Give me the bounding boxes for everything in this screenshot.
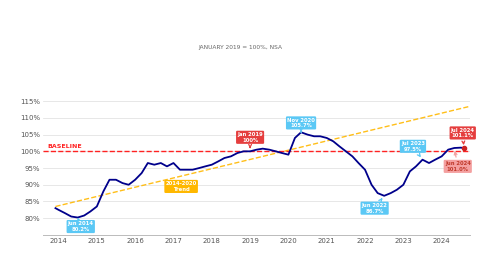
Text: Jun 2024
101.0%: Jun 2024 101.0% xyxy=(445,152,471,172)
Text: Nov 2020
105.7%: Nov 2020 105.7% xyxy=(287,117,315,132)
Text: JANUARY 2019 = 100%, NSA: JANUARY 2019 = 100%, NSA xyxy=(198,45,282,50)
Text: Jul 2023
97.5%: Jul 2023 97.5% xyxy=(401,141,425,156)
Text: BASELINE: BASELINE xyxy=(47,144,82,149)
Text: Jul 2024
101.1%: Jul 2024 101.1% xyxy=(451,127,475,144)
Text: 2014-2020
Trend: 2014-2020 Trend xyxy=(166,181,197,192)
Text: Jun 2022
86.7%: Jun 2022 86.7% xyxy=(361,199,387,214)
Text: Jan 2019
100%: Jan 2019 100% xyxy=(237,132,263,147)
Text: PRIMERICA HBI™: PRIMERICA HBI™ xyxy=(177,17,303,30)
Text: Jun 2014
80.2%: Jun 2014 80.2% xyxy=(68,219,94,232)
